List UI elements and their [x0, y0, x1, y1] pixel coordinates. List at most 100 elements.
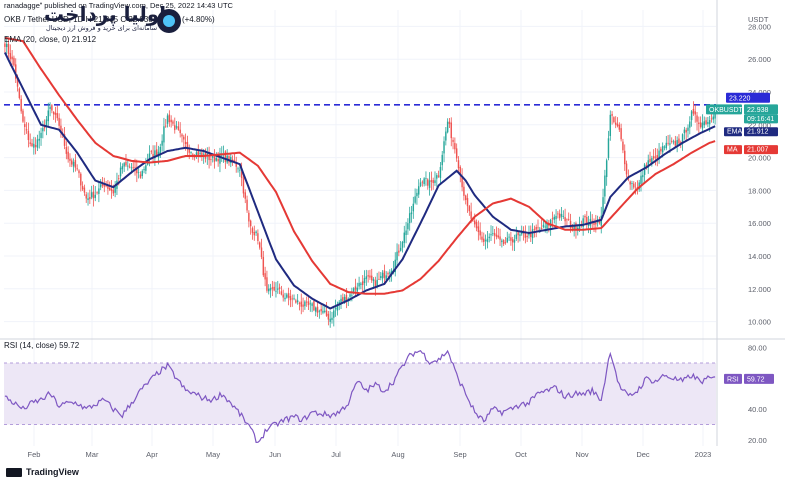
candle	[696, 112, 698, 131]
candle	[454, 137, 456, 154]
candle	[381, 270, 384, 284]
candle	[524, 225, 527, 244]
candle	[159, 143, 162, 158]
svg-text:59.72: 59.72	[747, 376, 765, 383]
candle	[605, 158, 608, 186]
candle	[36, 134, 39, 151]
ema-value: 21.912	[71, 35, 97, 44]
candle	[540, 219, 543, 230]
candle	[651, 155, 653, 167]
candle	[687, 124, 689, 138]
time-tick-label: Jul	[331, 450, 341, 459]
candle	[380, 272, 382, 281]
rsi-value: 59.72	[59, 341, 80, 350]
candle	[555, 209, 557, 229]
candle	[531, 223, 534, 245]
candle	[537, 219, 539, 231]
candle	[258, 241, 261, 250]
candle	[436, 173, 438, 188]
candle	[690, 110, 693, 127]
candle	[155, 142, 158, 157]
candle	[501, 238, 503, 248]
candle	[513, 234, 516, 252]
candle	[502, 239, 505, 246]
svg-text:MA: MA	[727, 147, 738, 154]
ema-value-tag: 21.912	[744, 127, 778, 137]
tradingview-brand[interactable]: TradingView	[6, 467, 79, 477]
candle	[87, 192, 89, 206]
ma-name-tag: MA	[724, 145, 742, 155]
candle	[94, 186, 96, 202]
candle	[246, 195, 248, 213]
candle	[461, 168, 463, 192]
candle	[15, 58, 17, 83]
candle	[128, 163, 131, 169]
candle	[586, 211, 588, 230]
candle	[425, 171, 427, 186]
candle	[278, 283, 281, 295]
candle	[506, 231, 509, 244]
candle	[340, 294, 342, 309]
candle	[477, 220, 480, 241]
candle	[629, 180, 631, 190]
candle	[271, 280, 274, 297]
candle	[403, 225, 405, 248]
candle	[676, 136, 678, 153]
svg-text:22.938: 22.938	[747, 107, 769, 114]
candle	[495, 226, 498, 240]
ema-legend: EMA (20, close, 0) 21.912	[4, 35, 96, 44]
candle	[49, 102, 51, 117]
candle	[219, 147, 221, 173]
candle	[557, 211, 559, 219]
candle	[163, 117, 165, 152]
svg-text:23.220: 23.220	[729, 95, 751, 102]
candle	[604, 169, 606, 204]
candle	[699, 116, 702, 129]
candle	[260, 238, 263, 260]
candle	[266, 270, 268, 293]
candle	[387, 271, 389, 277]
candle	[428, 172, 431, 196]
candle	[638, 179, 640, 192]
time-tick-label: Aug	[391, 450, 404, 459]
candle	[468, 204, 471, 216]
watermark-logo: اولیا پرداخت سامانه‌ای برای خرید و فروش …	[44, 2, 194, 42]
svg-text:EMA: EMA	[727, 129, 743, 136]
candle	[54, 106, 57, 123]
candle	[152, 145, 154, 162]
candle	[11, 50, 13, 66]
candle	[190, 151, 192, 155]
candle	[98, 180, 100, 203]
candle	[249, 219, 252, 235]
rsi-label: RSI (14, close)	[4, 341, 57, 350]
candle	[560, 206, 563, 221]
candle	[347, 297, 349, 307]
candle	[445, 126, 447, 146]
candle	[237, 166, 239, 173]
candle	[654, 148, 657, 166]
price-tick-label: 10.000	[748, 318, 771, 327]
candle	[457, 156, 460, 174]
time-tick-label: Nov	[575, 450, 589, 459]
candle	[466, 193, 469, 213]
candle	[174, 117, 176, 134]
candle	[40, 127, 42, 146]
candle	[85, 191, 87, 203]
candle	[546, 219, 548, 234]
candle	[300, 293, 302, 315]
rsi-tick-label: 40.00	[748, 405, 767, 414]
candle	[65, 141, 68, 160]
candle	[208, 146, 210, 169]
candle	[371, 268, 373, 283]
candle	[519, 231, 521, 242]
candle	[365, 269, 368, 286]
candle	[248, 210, 250, 228]
candle	[318, 309, 321, 319]
candle	[296, 294, 299, 305]
candle	[242, 175, 245, 198]
candle	[255, 230, 257, 236]
candle	[439, 162, 442, 185]
candle	[627, 169, 630, 182]
candle	[593, 218, 595, 233]
candle	[705, 117, 707, 126]
